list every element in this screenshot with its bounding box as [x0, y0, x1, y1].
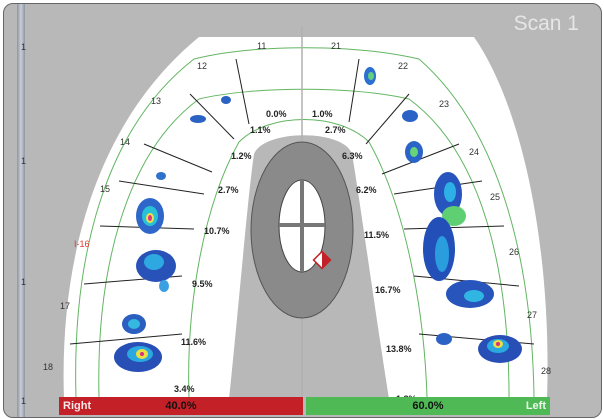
ruler-tick: 1 — [21, 156, 27, 166]
tooth-label: 18 — [43, 362, 53, 372]
tooth-label: 17 — [60, 301, 70, 311]
dental-arch[interactable]: 11 12 13 14 15 I-16 17 18 21 22 23 24 25… — [4, 4, 601, 417]
percentage-label: 1.2% — [231, 151, 252, 161]
ruler-tick: 1 — [21, 396, 27, 406]
tooth-label: 13 — [151, 96, 161, 106]
scan-title: Scan 1 — [513, 12, 579, 35]
inner-green-line — [98, 88, 510, 398]
percentage-label: 9.5% — [192, 279, 213, 289]
tooth-label: 22 — [398, 61, 408, 71]
percentage-label: 11.6% — [181, 337, 206, 347]
tooth-label: 21 — [331, 41, 341, 51]
left-distribution: 60.0% Left — [306, 397, 550, 415]
right-percentage: 40.0% — [165, 400, 197, 412]
percentage-label: 16.7% — [375, 285, 401, 295]
percentage-label: 1.0% — [312, 109, 333, 119]
lingual-green-line — [188, 119, 428, 398]
scan-viewport[interactable]: 1 1 1 1 Scan 1 — [3, 3, 602, 418]
right-distribution: Right 40.0% — [59, 397, 303, 415]
tooth-label: I-16 — [74, 239, 90, 249]
percentage-label: 2.7% — [325, 125, 346, 135]
heatmap-right — [114, 96, 231, 372]
ruler-tick: 1 — [21, 277, 27, 287]
heatmap-left — [364, 67, 522, 363]
arch-shape — [63, 37, 548, 399]
percentage-label: 1.1% — [250, 125, 271, 135]
percentage-label: 10.7% — [204, 226, 230, 236]
percentage-label: 2.7% — [218, 185, 239, 195]
left-percentage: 60.0% — [412, 400, 444, 412]
left-side-label: Left — [525, 400, 546, 412]
vertical-ruler[interactable]: 1 1 1 1 — [17, 4, 27, 417]
ruler-tick: 1 — [21, 42, 27, 52]
percentage-label: 0.0% — [266, 109, 287, 119]
orientation-marker — [312, 250, 332, 270]
percentage-label: 13.8% — [386, 344, 412, 354]
tooth-label: 11 — [257, 41, 266, 51]
distribution-bar: Right 40.0% 60.0% Left — [59, 397, 550, 417]
percentage-label: 11.5% — [364, 230, 389, 240]
outer-green-line — [75, 47, 535, 398]
percentage-label: 3.4% — [174, 384, 195, 394]
tooth-label: 23 — [439, 99, 449, 109]
tooth-label: 27 — [527, 310, 537, 320]
tooth-label: 25 — [490, 192, 500, 202]
tooth-label: 12 — [197, 61, 207, 71]
tooth-label: 28 — [541, 366, 551, 376]
tooth-label: 26 — [509, 247, 519, 257]
percentage-label: 6.2% — [356, 185, 377, 195]
right-side-label: Right — [63, 400, 92, 412]
tooth-label: 24 — [469, 147, 479, 157]
percentage-label: 6.3% — [342, 151, 363, 161]
tooth-label: 15 — [100, 184, 110, 194]
tooth-label: 14 — [120, 137, 130, 147]
